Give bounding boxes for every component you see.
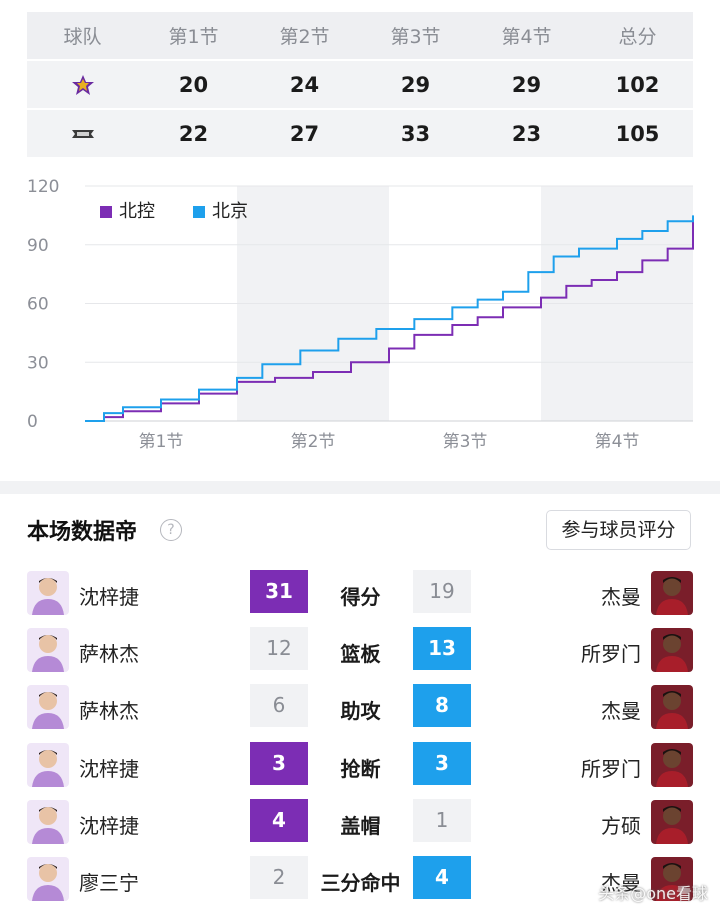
- stat-value-right: 3: [413, 741, 471, 785]
- avatar[interactable]: [27, 799, 69, 844]
- player-name-right[interactable]: 方硕: [601, 813, 641, 838]
- team-cell: [27, 73, 138, 97]
- help-icon[interactable]: ?: [160, 519, 182, 541]
- avatar[interactable]: [651, 685, 693, 730]
- header-q4: 第4节: [501, 26, 552, 48]
- score-q4: 29: [511, 72, 542, 97]
- score-progression-chart: 0 30 60 90 120 第1节 第2节 第3节 第4节 北控 北京: [27, 177, 694, 452]
- player-name-right[interactable]: 杰曼: [601, 585, 641, 609]
- stat-category: 得分: [340, 585, 381, 609]
- score-q1: 20: [178, 72, 209, 97]
- player-name-left[interactable]: 沈梓捷: [79, 756, 139, 781]
- score-table: 球队 第1节 第2节 第3节 第4节 总分 20 24 29 29 102 22…: [27, 12, 693, 157]
- x-tick-label: 第2节: [291, 432, 336, 452]
- header-q3: 第3节: [390, 26, 441, 48]
- header-q1: 第1节: [168, 26, 219, 48]
- stat-value-left: 6: [250, 684, 308, 728]
- stat-value-left: 2: [250, 855, 308, 899]
- score-q1: 22: [178, 121, 209, 146]
- stat-value-right: 4: [413, 855, 471, 899]
- stat-value-left: 31: [250, 570, 308, 613]
- stat-row: 沈梓捷 31 得分 19 杰曼: [27, 567, 693, 624]
- avatar[interactable]: [27, 628, 69, 673]
- header-team: 球队: [63, 26, 102, 48]
- legend-swatch: [193, 206, 205, 218]
- beikong-logo-icon: [71, 74, 94, 95]
- header-total: 总分: [618, 26, 657, 48]
- section-divider: [0, 481, 720, 494]
- score-row-beijing: 22 27 33 23 105: [27, 110, 693, 157]
- legend-label: 北控: [119, 201, 155, 222]
- score-total: 105: [615, 121, 660, 146]
- stat-row: 萨林杰 6 助攻 8 杰曼: [27, 681, 693, 738]
- section-title: 本场数据帝: [27, 520, 138, 545]
- stat-value-left: 3: [250, 741, 308, 785]
- beijing-logo-icon: [71, 129, 94, 138]
- stat-value-right: 19: [413, 570, 471, 613]
- stat-row: 沈梓捷 4 盖帽 1 方硕: [27, 796, 693, 853]
- avatar[interactable]: [651, 571, 693, 615]
- stat-category: 助攻: [340, 699, 381, 724]
- stat-category: 三分命中: [320, 870, 401, 895]
- stat-row: 沈梓捷 3 抢断 3 所罗门: [27, 739, 693, 796]
- series-line: [85, 221, 694, 422]
- player-name-right[interactable]: 所罗门: [581, 642, 641, 667]
- avatar[interactable]: [651, 799, 693, 844]
- score-q3: 33: [400, 121, 431, 146]
- stat-category: 篮板: [340, 642, 381, 667]
- header-q2: 第2节: [279, 26, 330, 48]
- watermark: 头条@one看球: [598, 884, 708, 903]
- legend-swatch: [100, 206, 112, 218]
- y-tick-label: 60: [27, 295, 49, 315]
- avatar[interactable]: [27, 742, 69, 787]
- legend-label: 北京: [212, 201, 248, 222]
- avatar[interactable]: [27, 571, 69, 615]
- stat-category: 抢断: [340, 756, 381, 781]
- player-name-right[interactable]: 杰曼: [601, 699, 641, 724]
- stat-row: 萨林杰 12 篮板 13 所罗门: [27, 624, 693, 681]
- player-name-left[interactable]: 沈梓捷: [79, 585, 139, 609]
- avatar[interactable]: [27, 856, 69, 901]
- player-name-left[interactable]: 廖三宁: [79, 870, 139, 895]
- y-tick-label: 0: [27, 412, 38, 432]
- avatar[interactable]: [651, 628, 693, 673]
- player-name-right[interactable]: 杰曼: [601, 870, 641, 895]
- stat-row: 廖三宁 2 三分命中 4 杰曼: [27, 853, 693, 910]
- x-tick-label: 第3节: [443, 432, 488, 452]
- stat-value-right: 13: [413, 627, 471, 671]
- y-tick-label: 30: [27, 353, 49, 373]
- rate-players-button[interactable]: 参与球员评分: [546, 510, 691, 550]
- avatar[interactable]: [651, 856, 693, 901]
- x-tick-label: 第1节: [139, 432, 184, 452]
- stat-category: 盖帽: [340, 813, 381, 838]
- stat-value-right: 1: [413, 798, 471, 842]
- x-tick-label: 第4节: [595, 432, 640, 452]
- score-q2: 27: [289, 121, 320, 146]
- stat-value-left: 12: [250, 627, 308, 671]
- stat-leaders-list: 沈梓捷 31 得分 19 杰曼 萨林杰 12 篮板 13 所罗门 萨林杰 6 助攻 8 杰曼 沈梓捷 3 抢断 3 所…: [27, 567, 693, 910]
- score-q3: 29: [400, 72, 431, 97]
- series-line: [85, 215, 694, 422]
- player-name-left[interactable]: 萨林杰: [79, 699, 139, 724]
- y-tick-label: 120: [27, 177, 59, 197]
- player-name-right[interactable]: 所罗门: [581, 756, 641, 781]
- y-tick-label: 90: [27, 236, 49, 256]
- team-cell: [27, 122, 138, 146]
- stat-value-right: 8: [413, 684, 471, 728]
- score-header-row: 球队 第1节 第2节 第3节 第4节 总分: [27, 12, 693, 59]
- stat-value-left: 4: [250, 798, 308, 842]
- score-q2: 24: [289, 72, 320, 97]
- avatar[interactable]: [651, 742, 693, 787]
- score-total: 102: [615, 72, 660, 97]
- player-name-left[interactable]: 沈梓捷: [79, 813, 139, 838]
- avatar[interactable]: [27, 685, 69, 730]
- player-name-left[interactable]: 萨林杰: [79, 642, 139, 667]
- score-q4: 23: [511, 121, 542, 146]
- score-row-beikong: 20 24 29 29 102: [27, 61, 693, 108]
